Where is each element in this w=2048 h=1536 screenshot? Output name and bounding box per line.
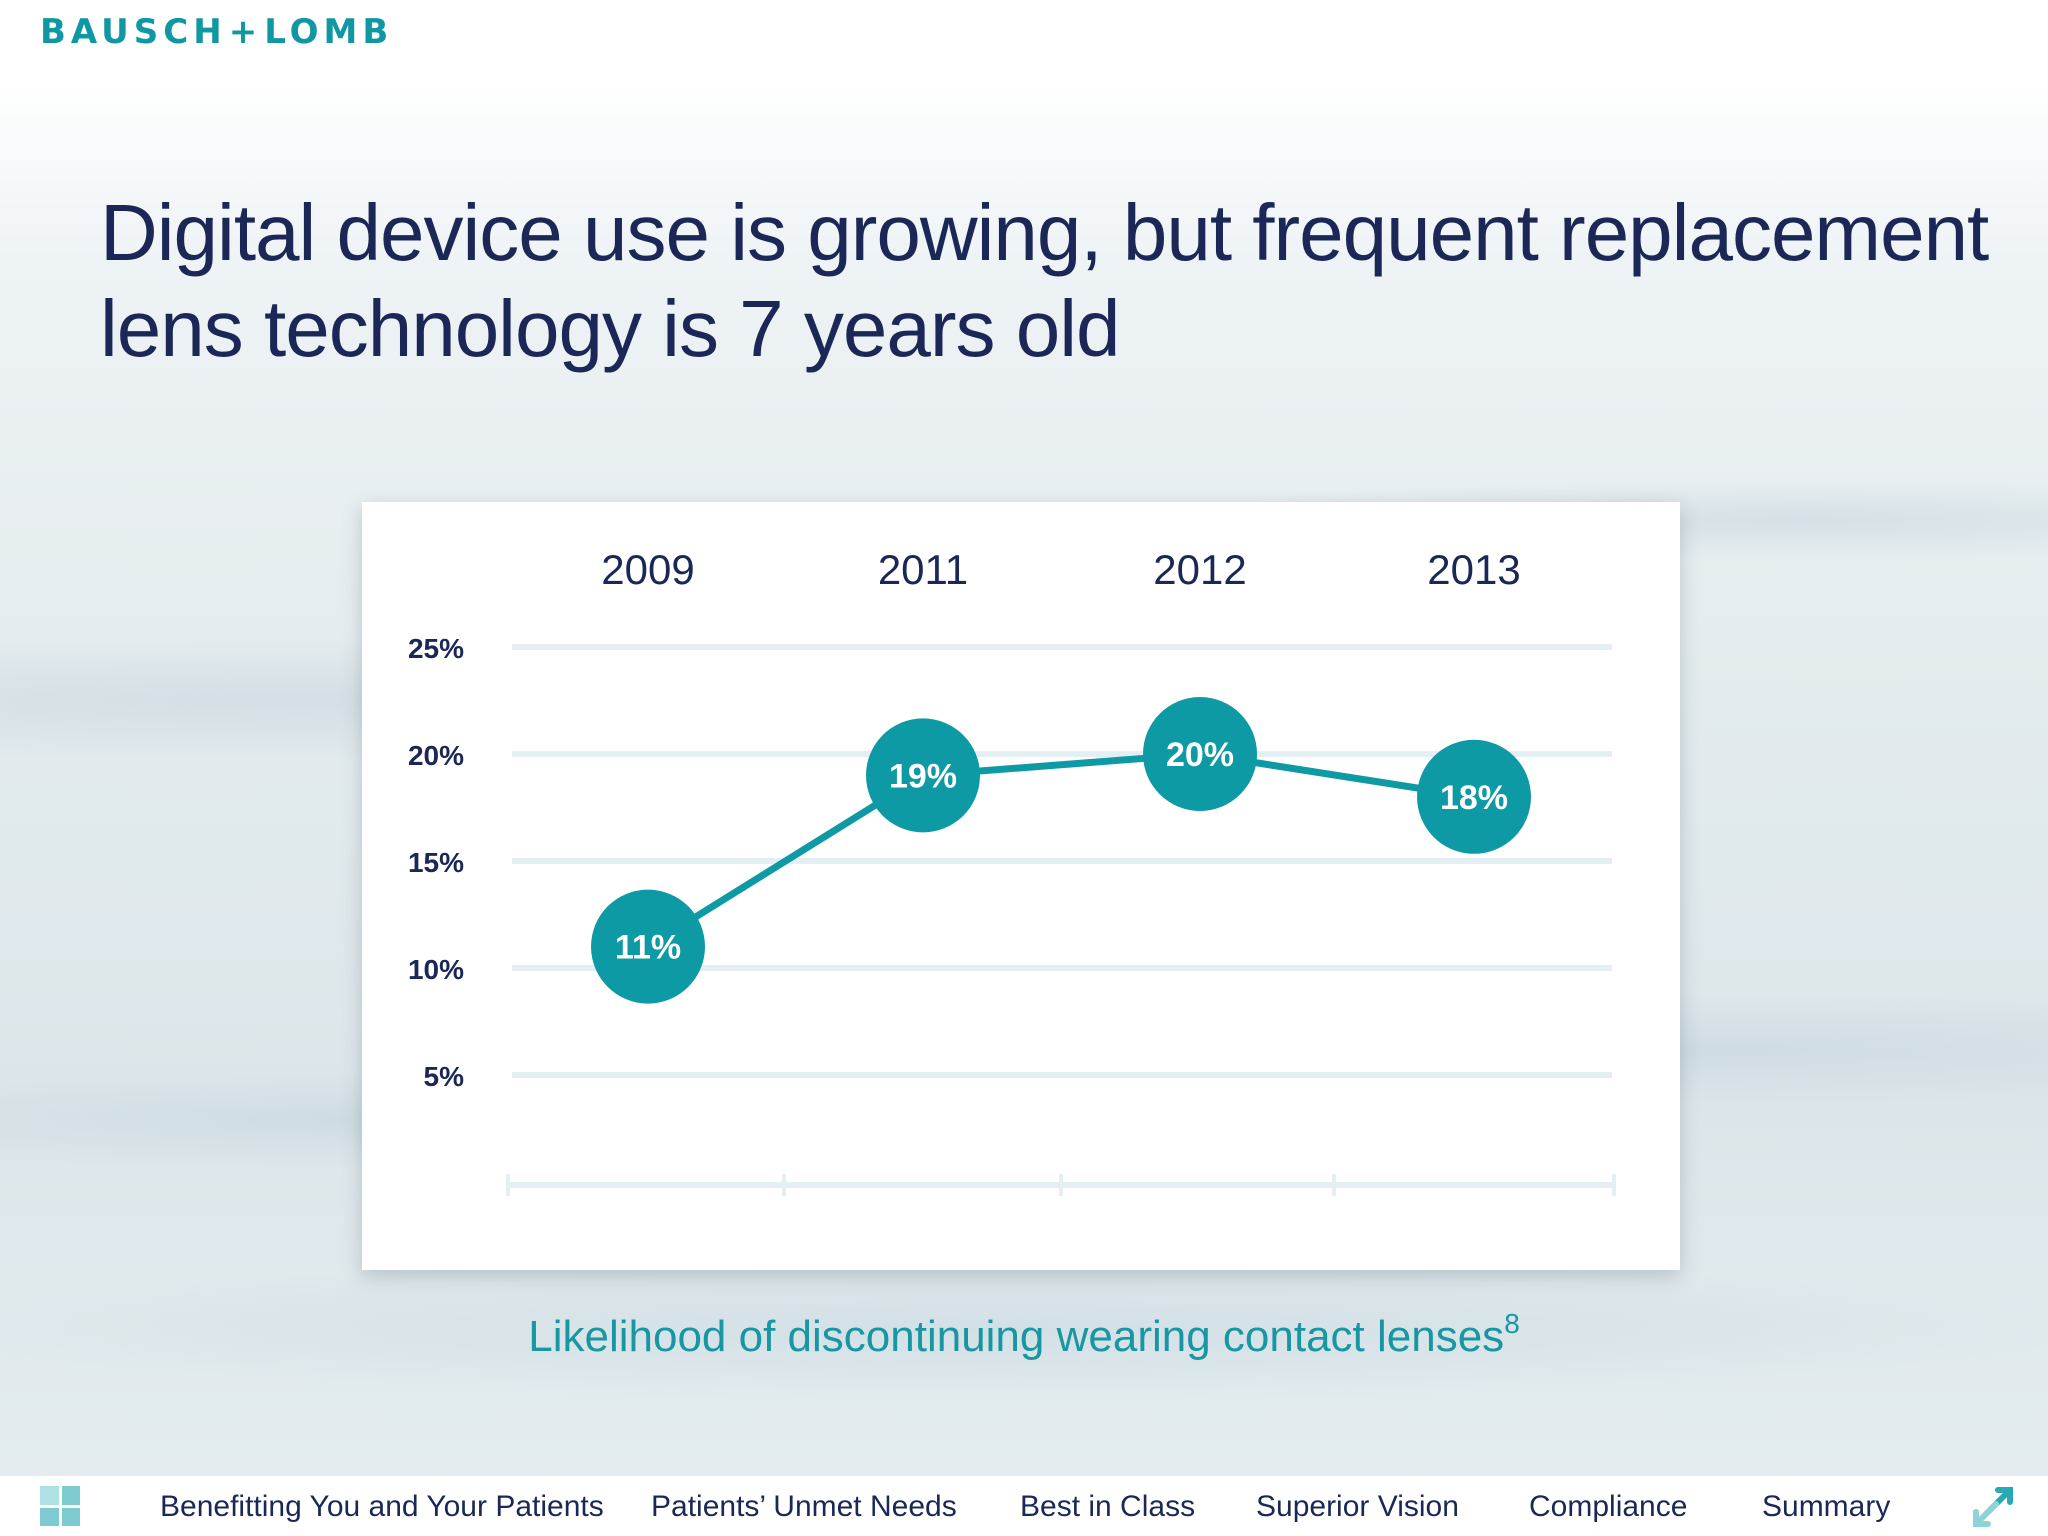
data-point <box>1417 739 1531 854</box>
chart-caption: Likelihood of discontinuing wearing cont… <box>0 1308 2048 1362</box>
y-tick-label: 15% <box>408 847 464 878</box>
nav-item-best-in-class[interactable]: Best in Class <box>1020 1490 1196 1523</box>
nav-item-unmet-needs[interactable]: Patients’ Unmet Needs <box>651 1490 957 1523</box>
chart-points: 11% 19% 20% 18% <box>591 697 1531 1004</box>
nav-item-compliance[interactable]: Compliance <box>1529 1490 1688 1523</box>
x-category-label: 2013 <box>1427 546 1520 593</box>
line-chart: 25% 20% 15% 10% 5% 2009 2011 2012 2013 11% 19% 20… <box>408 546 1616 1196</box>
chart-caption-text: Likelihood of discontinuing wearing cont… <box>528 1312 1505 1361</box>
data-label: 18% <box>1440 779 1508 817</box>
chart-x-axis <box>506 1174 1616 1196</box>
y-tick-label: 5% <box>424 1061 465 1092</box>
bottom-navigation: Benefitting You and Your Patients Patien… <box>0 1476 2048 1536</box>
chart-y-tick-labels: 25% 20% 15% 10% 5% <box>408 633 464 1092</box>
nav-item-superior-vision[interactable]: Superior Vision <box>1256 1490 1459 1523</box>
data-label: 19% <box>889 757 957 795</box>
chart-gridlines <box>512 644 1612 1078</box>
page-title-line-2: lens technology is 7 years old <box>100 284 1121 373</box>
data-label: 11% <box>615 929 681 967</box>
y-tick-label: 10% <box>408 954 464 985</box>
page-title: Digital device use is growing, but frequ… <box>100 185 2000 377</box>
data-point <box>1143 697 1257 811</box>
y-tick-label: 25% <box>408 633 464 664</box>
series-line <box>646 750 1475 950</box>
expand-arrows-icon[interactable] <box>1968 1482 2018 1532</box>
logo-text-left: BAUSCH <box>40 12 227 52</box>
page-title-line-1: Digital device use is growing, but frequ… <box>100 188 1989 277</box>
x-category-label: 2012 <box>1153 546 1246 593</box>
grid-icon-cell <box>40 1507 59 1526</box>
grid-icon-cell <box>61 1486 80 1505</box>
grid-icon[interactable] <box>40 1486 80 1526</box>
x-category-label: 2011 <box>878 546 968 593</box>
nav-item-benefitting[interactable]: Benefitting You and Your Patients <box>160 1490 604 1523</box>
data-label: 20% <box>1166 736 1234 774</box>
grid-icon-cell <box>61 1507 80 1526</box>
chart-series-line <box>646 750 1475 950</box>
data-point <box>591 889 705 1004</box>
chart-caption-footnote: 8 <box>1504 1308 1520 1339</box>
x-category-label: 2009 <box>601 546 694 593</box>
nav-item-summary[interactable]: Summary <box>1762 1490 1891 1523</box>
grid-icon-cell <box>40 1486 59 1505</box>
data-point <box>866 718 980 833</box>
chart-card: 25% 20% 15% 10% 5% 2009 2011 2012 2013 11% 19% 20… <box>362 502 1680 1270</box>
logo-text-right: LOMB <box>264 12 394 52</box>
y-tick-label: 20% <box>408 740 464 771</box>
brand-logo: BAUSCH+LOMB <box>40 12 393 52</box>
chart-category-labels: 2009 2011 2012 2013 <box>601 546 1520 593</box>
logo-plus: + <box>228 12 263 52</box>
